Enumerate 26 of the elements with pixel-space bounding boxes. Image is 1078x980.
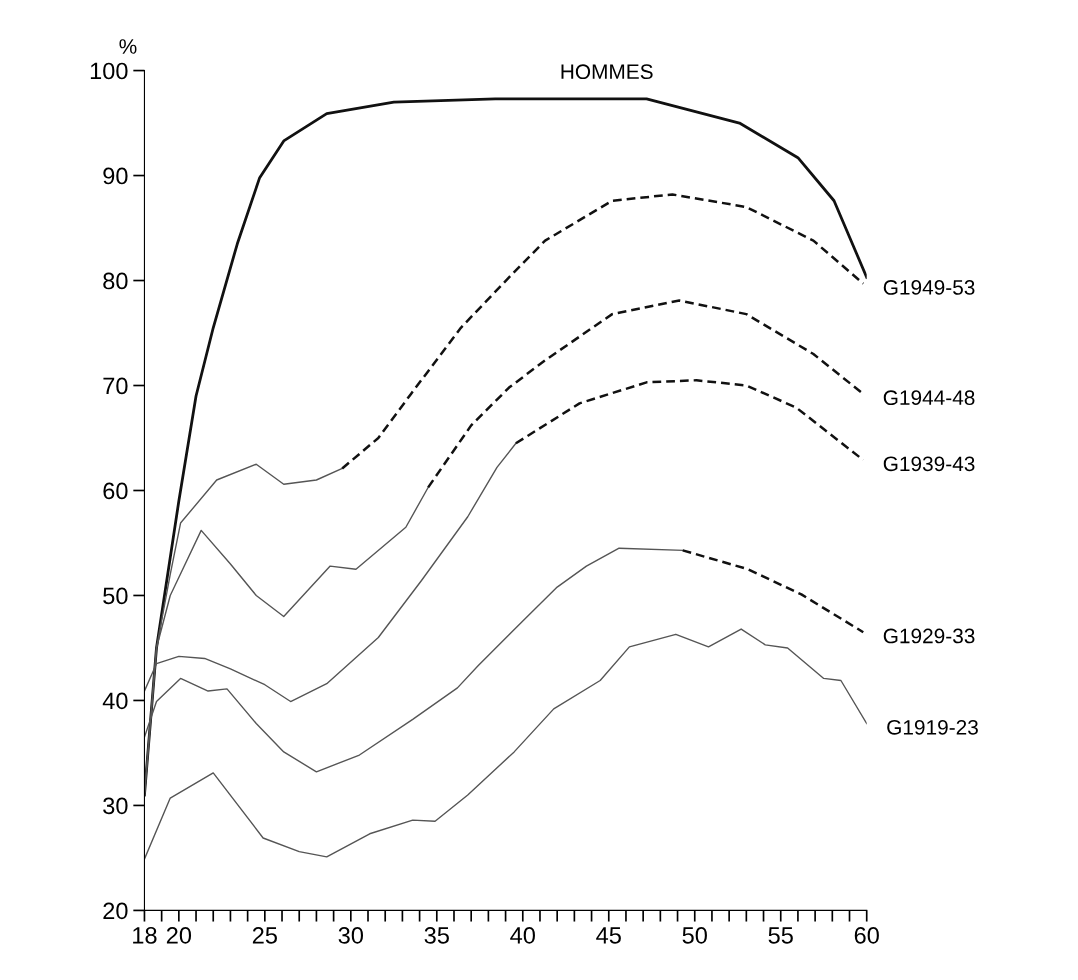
y-tick-label: 90 <box>103 167 128 185</box>
y-tick-label: 50 <box>103 587 128 605</box>
x-tick-label: 55 <box>768 927 793 944</box>
y-tick-label: 40 <box>102 692 128 710</box>
x-tick-label: 45 <box>596 927 621 944</box>
y-tick-label: 80 <box>103 272 128 290</box>
x-tick-label: 25 <box>252 927 277 944</box>
series-label: G1944-48 <box>883 390 975 406</box>
x-tick-label: 50 <box>682 927 707 944</box>
y-tick-label: 30 <box>103 797 128 815</box>
series-label: G1949-53 <box>883 280 975 295</box>
y-tick-label: 20 <box>103 902 128 920</box>
series-label: G1919-23 <box>887 719 978 735</box>
x-tick-label: 40 <box>510 927 535 944</box>
x-tick-label: 20 <box>166 927 192 944</box>
x-tick-label: 60 <box>854 927 879 944</box>
x-tick-label: 30 <box>338 927 364 944</box>
x-tick-label: 18 <box>133 927 157 944</box>
y-tick-label: 100 <box>90 62 128 80</box>
series-label: G1929-33 <box>883 628 975 644</box>
y-tick-label: 70 <box>103 377 128 395</box>
annotation: HOMMES <box>561 64 653 80</box>
x-tick-label: 35 <box>424 927 449 944</box>
y-axis-title: % <box>119 39 137 54</box>
series-label: G1939-43 <box>883 456 975 472</box>
y-tick-label: 60 <box>103 482 128 500</box>
